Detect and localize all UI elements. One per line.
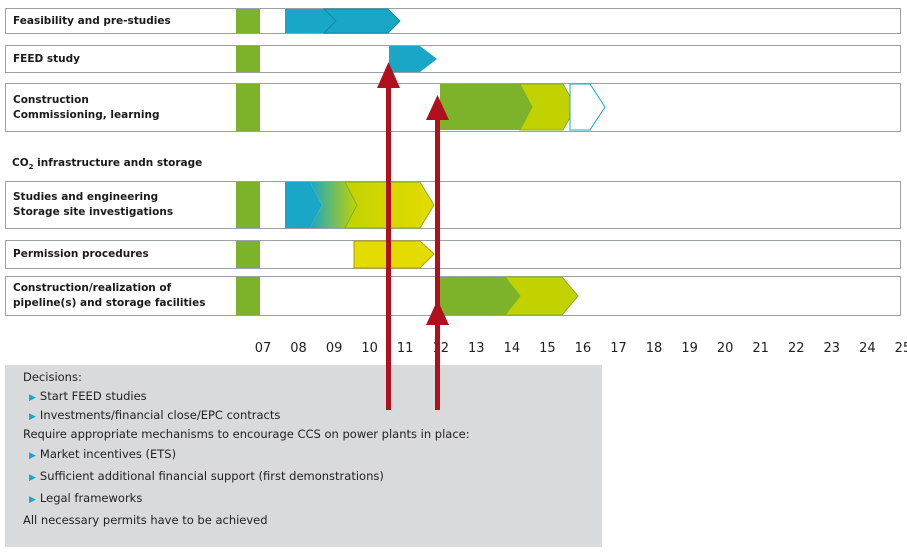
year-label: 11	[396, 341, 414, 356]
row-permission: Permission procedures	[5, 240, 901, 269]
year-label: 25	[894, 341, 907, 356]
year-label: 08	[290, 341, 307, 356]
row-label-line: Permission procedures	[13, 248, 149, 260]
bar-feed-study	[389, 46, 437, 72]
decisions-panel: Decisions: ▶ Start FEED studies ▶ Investme…	[5, 365, 602, 547]
bar-feasibility	[322, 8, 401, 34]
bullet-triangle-icon: ▶	[29, 495, 36, 505]
marker-2007	[236, 241, 260, 268]
marker-2007	[236, 84, 260, 131]
year-label: 09	[325, 341, 343, 356]
row-label: FEED study	[13, 46, 80, 72]
arrow-up-icon	[377, 62, 400, 88]
row-label-line: Commissioning, learning	[13, 108, 160, 121]
bar-feasibility	[285, 9, 336, 33]
requirement-item: ▶ Market incentives (ETS)	[29, 447, 177, 461]
year-label: 20	[716, 341, 734, 356]
year-label: 18	[645, 341, 663, 356]
year-label: 23	[823, 341, 841, 356]
row-label-line: Storage site investigations	[13, 206, 174, 218]
section-label-co2-infrastructure: CO2 infrastructure andn storage	[12, 157, 203, 172]
decision-item: ▶ Investments/financial close/EPC contrac…	[29, 408, 281, 422]
bullet-triangle-icon: ▶	[29, 473, 36, 483]
year-axis: 07080910111213141516171819202122232425	[0, 341, 907, 359]
row-label: Construction/realization of pipeline(s) …	[13, 277, 206, 315]
year-label: 16	[574, 341, 592, 356]
row-label-line: Construction/realization of	[13, 282, 172, 294]
bar-construction	[440, 84, 532, 130]
year-label: 17	[610, 341, 627, 356]
year-label: 10	[361, 341, 378, 356]
row-feed-study: FEED study	[5, 45, 901, 73]
bar-studies-engineering	[310, 182, 357, 228]
year-label: 14	[503, 341, 521, 356]
row-label: Permission procedures	[13, 241, 149, 268]
bar-studies-engineering	[285, 182, 322, 228]
arrow-shaft-investment	[435, 118, 440, 410]
row-label: Studies and engineering Storage site inv…	[13, 182, 173, 228]
year-label: 21	[752, 341, 769, 356]
row-label-line: Construction	[13, 93, 89, 106]
marker-2007	[236, 9, 260, 33]
row-label-line: FEED study	[13, 52, 80, 65]
row-label: Construction Commissioning, learning	[13, 84, 159, 131]
bar-permission	[353, 240, 435, 269]
bullet-triangle-icon: ▶	[29, 451, 36, 461]
arrow-up-icon	[426, 300, 449, 325]
row-label-line: Feasibility and pre-studies	[13, 14, 171, 27]
year-label: 15	[539, 341, 556, 356]
marker-2007	[236, 46, 260, 72]
bar-construction-pipeline	[503, 276, 579, 316]
marker-2007	[236, 277, 260, 315]
row-studies-engineering: Studies and engineering Storage site inv…	[5, 181, 901, 229]
arrow-shaft-feed	[386, 84, 391, 410]
bullet-triangle-icon: ▶	[29, 412, 36, 422]
bullet-triangle-icon: ▶	[29, 393, 36, 403]
bar-construction-outline	[569, 83, 606, 131]
requirement-item: ▶ Sufficient additional financial support…	[29, 469, 384, 483]
year-label: 24	[859, 341, 876, 356]
year-label: 07	[254, 341, 272, 356]
requirement-item: ▶ Legal frameworks	[29, 491, 143, 505]
decision-item: ▶ Start FEED studies	[29, 389, 147, 403]
row-label-line: Studies and engineering	[13, 191, 159, 203]
bar-construction-pipeline	[440, 277, 520, 315]
arrow-up-icon	[426, 95, 449, 120]
bar-construction	[519, 83, 577, 131]
decisions-footer: All necessary permits have to be achieve…	[23, 513, 268, 527]
year-label: 13	[468, 341, 485, 356]
row-label-line: pipeline(s) and storage facilities	[13, 297, 206, 309]
row-label: Feasibility and pre-studies	[13, 9, 171, 33]
marker-2007	[236, 182, 260, 228]
year-label: 19	[681, 341, 698, 356]
row-feasibility: Feasibility and pre-studies	[5, 8, 901, 34]
year-label: 22	[787, 341, 805, 356]
decisions-heading: Decisions:	[23, 370, 82, 384]
requirement-text: Require appropriate mechanisms to encour…	[23, 427, 470, 441]
